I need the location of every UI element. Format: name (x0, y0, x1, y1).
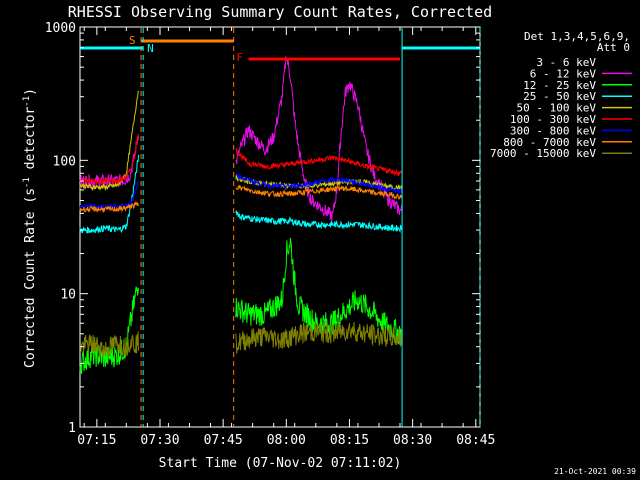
x-tick-label: 07:30 (140, 433, 179, 448)
series-line (79, 90, 140, 192)
y-axis-label-group: Corrected Count Rate (s-1 detector-1) (22, 88, 38, 368)
series-line (235, 147, 402, 177)
x-tick-label: 07:15 (77, 433, 116, 448)
tick-layer: 07:15 07:30 07:45 08:00 08:15 08:30 08:45 1 10 10… (45, 21, 496, 448)
legend-label: 50 - 100 keV (517, 102, 597, 115)
series-7000-15000-kev (79, 321, 403, 358)
y-axis-label-end: ) (23, 88, 38, 96)
series-line (79, 134, 140, 186)
y-axis-label-main: Corrected Count Rate (s (23, 188, 38, 368)
series-line (235, 321, 403, 354)
legend-header-line2: Att 0 (597, 41, 630, 54)
y-axis-label-mid: detector (23, 107, 38, 178)
y-tick-label: 100 (53, 154, 76, 169)
y-axis-label-sup2: -1 (22, 96, 32, 107)
annotation-label-f: F (236, 51, 243, 64)
chart-title: RHESSI Observing Summary Count Rates, Co… (68, 3, 492, 21)
series-line (79, 331, 140, 358)
legend-label: 25 - 50 keV (523, 90, 596, 103)
annotation-layer: SN F (80, 28, 481, 427)
series-line (79, 200, 140, 214)
series-line (235, 210, 403, 233)
x-axis-label: Start Time (07-Nov-02 07:11:02) (159, 456, 402, 471)
legend-label: 3 - 6 keV (536, 56, 596, 69)
series-300-800-kev (79, 172, 403, 211)
y-tick-label: 10 (60, 288, 76, 303)
legend-label: 12 - 25 keV (523, 79, 596, 92)
y-tick-label: 1000 (45, 21, 76, 36)
series-line (79, 136, 140, 189)
series-25-50-kev (79, 154, 403, 234)
x-tick-label: 07:45 (204, 433, 243, 448)
legend-label: 7000 - 15000 keV (490, 147, 596, 160)
legend-label: 100 - 300 keV (510, 113, 596, 126)
series-6-12-kev (79, 56, 403, 222)
legend-header-line1: Det 1,3,4,5,6,9, (524, 30, 630, 43)
series-line (79, 286, 140, 375)
series-line (235, 59, 403, 164)
x-tick-label: 08:30 (393, 433, 432, 448)
series-100-300-kev (79, 134, 402, 186)
series-line (79, 154, 140, 234)
y-tick-label: 1 (68, 421, 76, 436)
y-axis-label-sup1: -1 (22, 177, 32, 188)
legend-label: 300 - 800 keV (510, 124, 596, 137)
annotation-label-s: S (129, 34, 136, 47)
y-axis-label: Corrected Count Rate (s-1 detector-1) (22, 88, 38, 368)
x-tick-label: 08:00 (267, 433, 306, 448)
x-tick-label: 08:15 (330, 433, 369, 448)
series-800-7000-kev (79, 184, 403, 214)
series-line (79, 180, 140, 211)
annotation-label-n: N (147, 42, 154, 55)
series-layer (79, 56, 403, 375)
series-line (235, 56, 403, 222)
legend-label: 6 - 12 keV (530, 67, 597, 80)
legend-label: 800 - 7000 keV (503, 136, 596, 149)
series-line (235, 172, 403, 195)
series-line (235, 184, 403, 201)
timestamp: 21-Oct-2021 00:39 (554, 467, 636, 476)
x-tick-label: 08:45 (456, 433, 495, 448)
